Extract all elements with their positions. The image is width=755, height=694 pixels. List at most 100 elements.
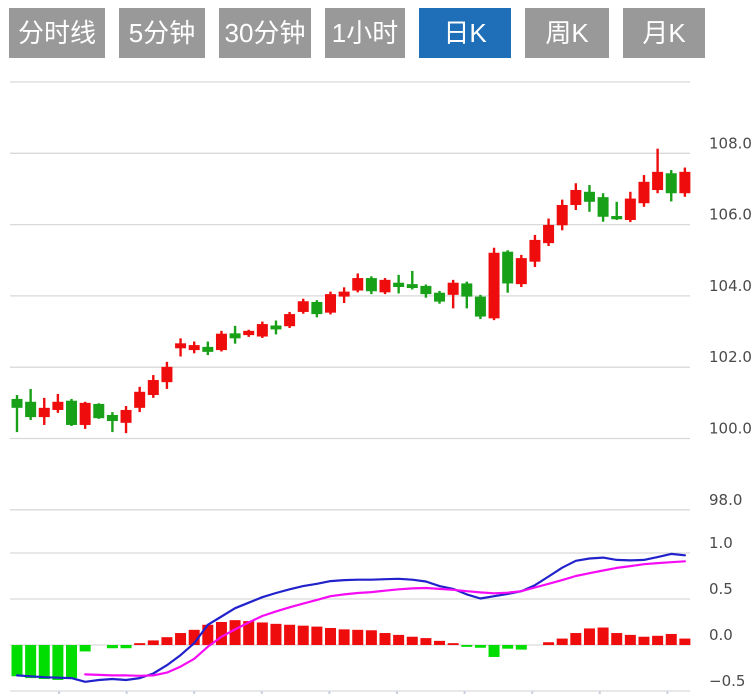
candle-body [570,190,582,205]
macd-histogram-bar [393,634,405,645]
candle-body [583,191,595,202]
candle-body [611,216,623,220]
candle-body [379,279,391,293]
macd-histogram-bar [665,633,677,645]
candle-body [529,239,541,262]
macd-histogram-bar [25,645,37,679]
candle-body [679,171,691,194]
macd-histogram-bar [202,624,214,645]
macd-axis-label: 0.0 [709,626,733,644]
macd-axis-label: 0.5 [709,580,733,598]
tab-30min[interactable]: 30分钟 [219,8,311,58]
macd-histogram-bar [256,622,268,645]
candle-body [134,391,146,408]
macd-histogram-bar [474,645,486,648]
macd-histogram-bar [297,625,309,645]
macd-histogram-bar [147,640,159,645]
tab-1hour[interactable]: 1小时 [325,8,405,58]
candle-body [420,285,432,295]
macd-histogram-bar [597,627,609,645]
macd-histogram-bar [652,635,664,645]
candle-body [652,171,664,191]
macd-histogram-bar [66,645,78,679]
macd-histogram-bar [352,629,364,645]
candle-body [147,380,159,396]
candle-body [270,325,282,330]
tab-5min[interactable]: 5分钟 [119,8,205,58]
candle-body [202,346,214,352]
candle-body [11,398,23,408]
macd-histogram-bar [338,629,350,645]
tab-time-line[interactable]: 分时线 [9,8,105,58]
macd-histogram-bar [583,628,595,645]
macd-histogram-bar [515,645,527,650]
macd-histogram-bar [556,638,568,645]
candle-body [93,403,105,419]
macd-histogram-bar [420,638,432,645]
candle-body [338,291,350,297]
macd-histogram-bar [611,633,623,645]
macd-histogram-bar [161,637,173,645]
tab-week-k[interactable]: 周K [525,8,609,58]
tab-month-k[interactable]: 月K [623,8,705,58]
macd-histogram-bar [679,638,691,645]
candle-body [324,294,336,313]
macd-histogram-bar [175,633,187,645]
candle-body [79,402,91,425]
candle-body [352,278,364,291]
macd-histogram-bar [120,645,132,649]
candle-body [665,173,677,194]
macd-histogram-bar [79,645,91,652]
candle-body [52,401,64,410]
macd-histogram-bar [188,629,200,645]
candle-body [215,333,227,351]
tab-day-k[interactable]: 日K [419,8,511,58]
candle-body [624,198,636,220]
macd-histogram-bar [52,645,64,680]
candle-body [120,409,132,423]
macd-histogram-bar [488,645,500,657]
price-axis-label: 106.0 [709,206,752,224]
interval-tabbar: 分时线 5分钟 30分钟 1小时 日K 周K 月K [9,8,705,58]
candle-body [66,400,78,425]
candle-body [543,224,555,244]
candle-body [393,282,405,287]
price-axis-label: 98.0 [709,491,742,509]
candle-body [297,301,309,312]
candle-body [229,333,241,339]
macd-histogram-bar [379,633,391,645]
candle-body [311,301,323,315]
candle-body [243,330,255,336]
candle-body [365,278,377,292]
candle-body [406,284,418,289]
macd-histogram-bar [570,633,582,645]
candle-body [175,343,187,349]
candle-body [188,345,200,351]
macd-histogram-bar [215,622,227,645]
macd-histogram-bar [365,630,377,645]
candle-body [434,292,446,302]
candle-body [502,251,514,284]
macd-histogram-bar [106,645,118,649]
macd-histogram-bar [543,642,555,645]
macd-histogram-bar [324,627,336,645]
candle-body [461,283,473,297]
macd-histogram-bar [406,636,418,645]
candle-body [447,282,459,295]
macd-histogram-bar [638,636,650,645]
price-axis-label: 108.0 [709,134,752,152]
macd-histogram-bar [243,621,255,645]
macd-histogram-bar [502,645,514,649]
macd-histogram-bar [270,623,282,645]
candle-body [25,401,37,418]
candle-body [488,252,500,319]
macd-histogram-bar [284,624,296,645]
macd-histogram-bar [434,640,446,645]
price-axis-label: 104.0 [709,277,752,295]
candle-body [161,366,173,383]
macd-histogram-bar [229,620,241,645]
candle-body [515,258,527,285]
price-axis-label: 102.0 [709,348,752,366]
candle-body [38,407,50,418]
